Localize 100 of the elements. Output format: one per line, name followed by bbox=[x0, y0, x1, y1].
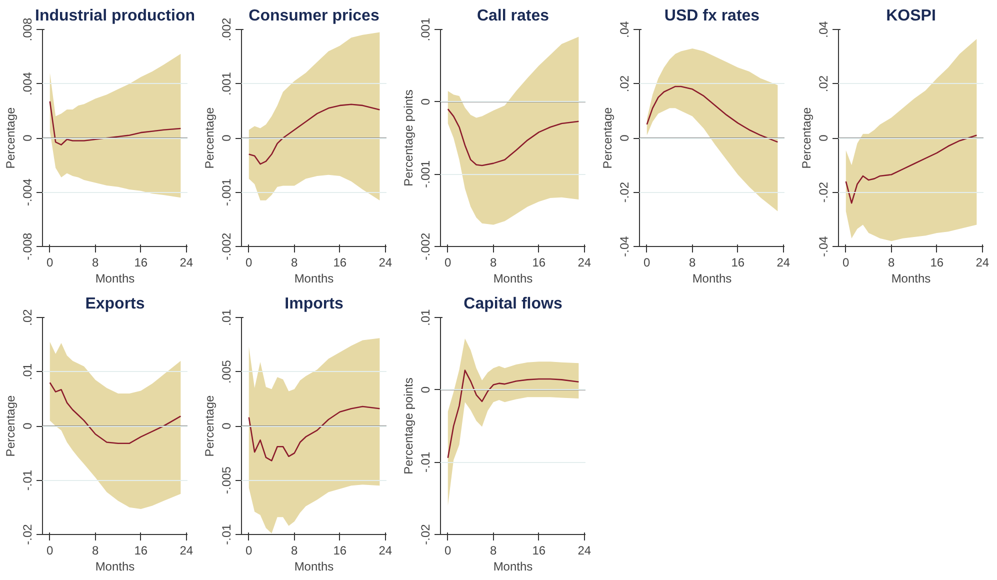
x-tick-label: 24 bbox=[776, 256, 790, 270]
y-tick-label: -.02 bbox=[816, 182, 830, 203]
x-tick-label: 0 bbox=[246, 544, 253, 558]
x-tick-label: 8 bbox=[92, 544, 100, 558]
y-tick-label: .008 bbox=[20, 17, 34, 42]
x-tick-label: 16 bbox=[532, 544, 546, 558]
line-series bbox=[248, 104, 380, 165]
x-axis-title: Months bbox=[95, 272, 135, 286]
x-tick-label: 16 bbox=[333, 256, 347, 270]
x-tick-label: 24 bbox=[180, 256, 194, 270]
y-tick-label: .02 bbox=[20, 308, 34, 326]
x-axis-title: Months bbox=[692, 272, 732, 286]
y-tick-label: 0 bbox=[418, 386, 432, 394]
y-tick-label: 0 bbox=[618, 134, 632, 142]
y-tick-label: -.01 bbox=[220, 524, 234, 545]
y-tick-label: -.04 bbox=[618, 236, 632, 257]
y-axis-title: Percentage points bbox=[402, 378, 416, 474]
y-tick-label: .02 bbox=[618, 75, 632, 92]
x-tick-label: 16 bbox=[731, 256, 745, 270]
x-tick-label: 0 bbox=[444, 544, 452, 558]
y-tick-label: .004 bbox=[20, 72, 34, 96]
x-axis-title: Months bbox=[493, 272, 533, 286]
x-axis-title: Months bbox=[294, 560, 334, 574]
y-tick-label: -.04 bbox=[816, 236, 830, 257]
y-tick-label: 0 bbox=[20, 422, 34, 430]
x-tick-label: 16 bbox=[134, 544, 148, 558]
y-tick-label: .001 bbox=[220, 72, 234, 96]
y-tick-label: .002 bbox=[220, 17, 234, 42]
y-tick-label: 0 bbox=[220, 134, 234, 142]
x-tick-label: 8 bbox=[291, 256, 298, 270]
y-tick-label: .02 bbox=[816, 75, 830, 92]
chart-title: Imports bbox=[284, 296, 344, 312]
y-tick-label: -.008 bbox=[20, 232, 34, 260]
chart-title: KOSPI bbox=[886, 8, 936, 24]
y-axis-title: Percentage bbox=[600, 106, 614, 169]
y-tick-label: .04 bbox=[816, 20, 830, 38]
y-tick-label: -.004 bbox=[20, 178, 34, 206]
x-tick-label: 8 bbox=[490, 544, 498, 558]
chart-title: Capital flows bbox=[464, 296, 562, 312]
x-tick-label: 16 bbox=[134, 256, 148, 270]
y-tick-label: -.002 bbox=[220, 232, 234, 260]
line-series bbox=[248, 406, 380, 462]
x-tick-label: 16 bbox=[532, 256, 546, 270]
y-tick-label: -.01 bbox=[418, 452, 432, 473]
x-tick-label: 24 bbox=[578, 256, 592, 270]
y-tick-label: -.01 bbox=[20, 470, 34, 491]
y-tick-label: -.02 bbox=[618, 182, 632, 203]
x-tick-label: 24 bbox=[976, 256, 990, 270]
y-axis-title: Percentage bbox=[800, 106, 814, 169]
y-tick-label: .01 bbox=[418, 308, 432, 326]
x-tick-label: 0 bbox=[644, 256, 651, 270]
x-tick-label: 8 bbox=[92, 256, 100, 270]
x-axis-title: Months bbox=[294, 272, 334, 286]
y-axis-title: Percentage bbox=[4, 106, 18, 169]
x-tick-label: 8 bbox=[291, 544, 298, 558]
y-tick-label: -.02 bbox=[20, 524, 34, 545]
chart-title: Consumer prices bbox=[248, 8, 380, 24]
chart-title: USD fx rates bbox=[664, 8, 760, 24]
y-tick-label: 0 bbox=[20, 134, 34, 142]
x-tick-label: 0 bbox=[842, 256, 850, 270]
y-axis-title: Percentage bbox=[202, 106, 216, 169]
line-series bbox=[49, 382, 182, 444]
y-tick-label: -.002 bbox=[418, 232, 432, 260]
chart-title: Call rates bbox=[476, 8, 550, 24]
y-tick-label: 0 bbox=[816, 134, 830, 142]
y-tick-label: 0 bbox=[418, 98, 432, 106]
y-tick-label: .005 bbox=[220, 360, 234, 384]
y-tick-label: .04 bbox=[618, 20, 632, 38]
x-tick-label: 24 bbox=[578, 544, 592, 558]
x-tick-label: 0 bbox=[444, 256, 452, 270]
y-tick-label: -.02 bbox=[418, 524, 432, 545]
line-series bbox=[447, 108, 580, 166]
x-tick-label: 24 bbox=[378, 544, 392, 558]
y-axis-title: Percentage points bbox=[402, 90, 416, 186]
line-series bbox=[646, 86, 778, 143]
y-tick-label: -.001 bbox=[418, 160, 432, 188]
x-tick-label: 8 bbox=[490, 256, 498, 270]
x-tick-label: 16 bbox=[333, 544, 347, 558]
x-tick-label: 16 bbox=[930, 256, 944, 270]
y-axis-title: Percentage bbox=[4, 394, 18, 457]
y-tick-label: .01 bbox=[20, 363, 34, 380]
y-tick-label: 0 bbox=[220, 422, 234, 430]
x-tick-label: 8 bbox=[689, 256, 696, 270]
x-tick-label: 24 bbox=[180, 544, 194, 558]
x-axis-title: Months bbox=[493, 560, 533, 574]
y-tick-label: .001 bbox=[418, 17, 432, 42]
line-series bbox=[49, 100, 182, 146]
y-tick-label: -.005 bbox=[220, 466, 234, 494]
chart-title: Industrial production bbox=[35, 8, 196, 24]
x-axis-title: Months bbox=[891, 272, 931, 286]
x-tick-label: 0 bbox=[246, 256, 253, 270]
y-tick-label: -.001 bbox=[220, 178, 234, 206]
x-tick-label: 0 bbox=[46, 256, 54, 270]
x-axis-title: Months bbox=[95, 560, 135, 574]
y-tick-label: .01 bbox=[220, 308, 234, 326]
y-axis-title: Percentage bbox=[202, 394, 216, 457]
x-tick-label: 0 bbox=[46, 544, 54, 558]
line-series bbox=[447, 370, 580, 458]
x-tick-label: 8 bbox=[888, 256, 896, 270]
x-tick-label: 24 bbox=[378, 256, 392, 270]
